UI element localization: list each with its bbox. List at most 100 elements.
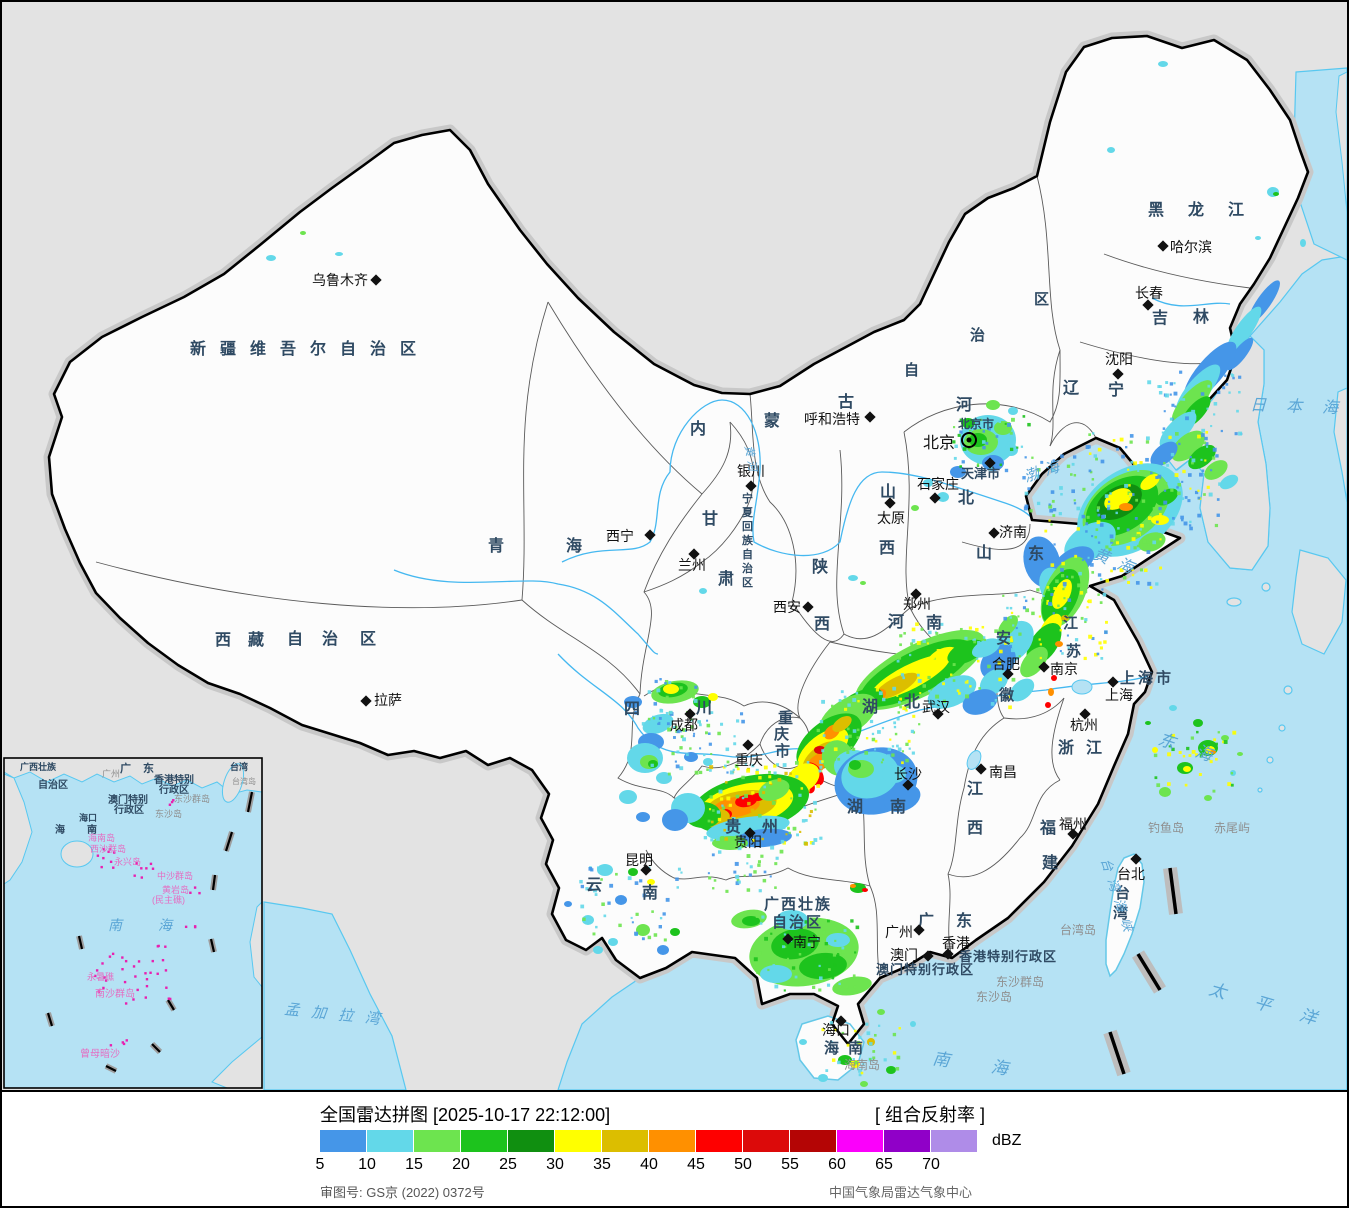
reef-dot xyxy=(121,968,124,971)
lakes xyxy=(966,679,1093,770)
radar-echo xyxy=(962,689,998,715)
reef-dot xyxy=(108,955,112,958)
radar-speckle xyxy=(713,879,717,882)
radar-speckle xyxy=(744,794,748,798)
radar-speckle xyxy=(893,721,897,725)
radar-speckle xyxy=(899,634,903,638)
inset-boundary-dash xyxy=(209,938,216,953)
radar-speckle xyxy=(1099,601,1103,604)
radar-speckle xyxy=(1066,634,1069,637)
radar-speckle xyxy=(846,1043,850,1047)
radar-speckle xyxy=(995,435,999,438)
radar-speckle xyxy=(664,716,667,719)
radar-speckle xyxy=(1010,638,1014,643)
radar-echo xyxy=(1138,532,1166,552)
radar-speckle xyxy=(720,722,724,726)
province-label: 广西壮族 xyxy=(764,895,832,913)
radar-speckle xyxy=(580,904,585,909)
radar-echo xyxy=(758,779,790,801)
radar-speckle xyxy=(942,682,945,686)
radar-speckle xyxy=(1014,647,1019,652)
radar-speckle xyxy=(1004,640,1007,643)
radar-speckle xyxy=(672,726,676,729)
reef-dot xyxy=(102,848,106,851)
radar-speckle xyxy=(1171,747,1175,752)
radar-speckle xyxy=(706,723,711,728)
radar-speckle xyxy=(1031,611,1035,616)
province-label: 夏 xyxy=(742,506,754,519)
reef-dot xyxy=(170,800,174,804)
radar-speckle xyxy=(905,704,910,709)
radar-echo xyxy=(703,758,713,766)
radar-speckle xyxy=(1007,641,1010,644)
province-label: 尔 xyxy=(310,339,326,358)
radar-speckle xyxy=(1161,431,1164,434)
radar-speckle xyxy=(861,713,864,716)
radar-speckle xyxy=(833,747,838,752)
radar-speckle xyxy=(846,750,850,754)
radar-speckle xyxy=(898,656,902,660)
radar-speckle xyxy=(723,828,727,832)
radar-speckle xyxy=(1081,558,1084,562)
radar-speckle xyxy=(1213,401,1218,406)
radar-speckle xyxy=(927,675,931,680)
honshu-sliver xyxy=(1333,387,1347,503)
radar-speckle xyxy=(1211,456,1216,460)
colorbar-cell xyxy=(696,1130,742,1152)
radar-speckle xyxy=(762,878,767,883)
radar-speckle xyxy=(1105,620,1108,624)
province-label: 市 xyxy=(775,742,790,760)
radar-speckle xyxy=(903,632,906,635)
province-label: 治 xyxy=(370,339,386,358)
radar-speckle xyxy=(1222,386,1226,390)
radar-speckle xyxy=(758,776,762,780)
radar-speckle xyxy=(630,916,633,919)
reef-dot xyxy=(101,962,104,965)
radar-speckle xyxy=(843,695,847,699)
radar-speckle xyxy=(1046,559,1050,564)
city-label: 兰州 xyxy=(678,557,706,573)
radar-speckle xyxy=(864,751,869,755)
radar-speckle xyxy=(1191,458,1196,463)
radar-speckle xyxy=(1186,746,1190,751)
colorbar-cell xyxy=(649,1130,695,1152)
island-label: 东沙群岛 xyxy=(996,974,1044,989)
radar-speckle xyxy=(897,711,900,714)
radar-speckle xyxy=(1109,534,1114,539)
province-label: 回 xyxy=(742,519,753,533)
pink-label: 西沙群岛 xyxy=(90,843,126,854)
inset-taiwan xyxy=(221,763,245,803)
radar-speckle xyxy=(818,988,822,992)
radar-speckle xyxy=(1215,742,1218,746)
province-label: 庆 xyxy=(774,725,789,743)
radar-speckle xyxy=(1074,638,1079,642)
inset-indochina xyxy=(3,773,33,885)
province-label: 建 xyxy=(1042,854,1058,872)
radar-speckle xyxy=(1199,472,1203,477)
radar-speckle xyxy=(1004,641,1008,645)
radar-speckle xyxy=(910,642,914,646)
radar-echo xyxy=(1169,705,1177,711)
province-label: 吉 xyxy=(1152,308,1168,327)
radar-speckle xyxy=(761,915,765,919)
radar-speckle xyxy=(976,648,980,652)
radar-speckle xyxy=(952,440,956,444)
radar-speckle xyxy=(783,989,786,992)
radar-speckle xyxy=(770,845,775,850)
province-label: 治 xyxy=(322,629,338,648)
radar-speckle xyxy=(741,796,745,800)
boundary-dashes xyxy=(1103,867,1183,1077)
radar-echo xyxy=(910,1021,916,1027)
yellow-river xyxy=(561,399,1033,563)
radar-speckle xyxy=(642,893,647,898)
radar-speckle xyxy=(1189,487,1192,490)
radar-speckle xyxy=(1193,418,1197,421)
radar-speckle xyxy=(1060,454,1064,459)
boundary-dash xyxy=(1168,867,1178,915)
radar-speckle xyxy=(1052,459,1056,462)
radar-echo xyxy=(818,1074,828,1082)
province-label: 林 xyxy=(1193,307,1209,326)
radar-speckle xyxy=(911,639,916,643)
tick-label: 60 xyxy=(828,1156,846,1173)
radar-speckle xyxy=(871,732,875,736)
